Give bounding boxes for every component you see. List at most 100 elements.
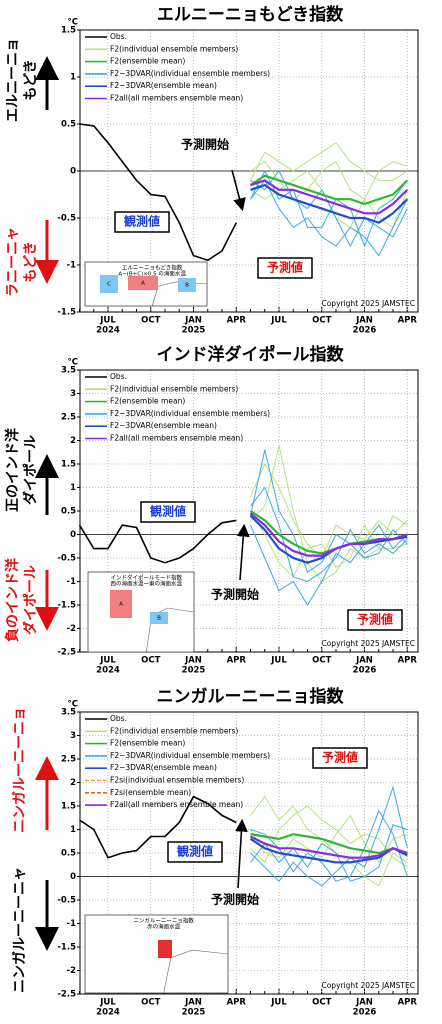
forecast-label: 予測値 [322,750,358,765]
legend-label: Obs. [110,372,127,381]
y-tick-label: 1 [70,73,76,83]
obs-line [79,795,237,859]
legend-label: F2(ensemble mean) [110,739,185,748]
obs-label: 観測値 [177,844,213,859]
mean-line [250,179,409,215]
x-tick-label: JUL [99,656,116,666]
obs-label: 観測値 [124,214,160,229]
y-tick-label: -1 [67,577,77,587]
y-tick-label: 3.5 [61,708,76,718]
member-line [250,169,408,248]
lower-side-label: ラニーニャ [5,227,21,297]
y-tick-label: 0.5 [61,120,76,130]
forecast-box [312,747,368,769]
y-tick-label: 0.5 [61,849,76,859]
y-tick-label: 3 [70,389,76,399]
x-tick-label: APR [227,998,247,1008]
plot-frame [79,711,419,995]
x-tick-label: JUL [270,998,287,1008]
x-tick-label: JAN [184,316,202,326]
x-tick-label: JUL [270,316,287,326]
mean-line [250,835,408,859]
legend-label: F2−3DVAR(ensemble mean) [110,421,217,430]
x-tick-label: APR [227,656,247,666]
legend-label: F2si(individual ensemble members) [110,776,244,785]
legend-label: Obs. [110,32,127,41]
y-tick-label: -2 [67,624,77,634]
obs-label: 観測値 [150,504,186,519]
inset-box [150,612,168,624]
plot-frame [79,369,419,653]
member-line [250,486,408,583]
lower-side-label: もどき [23,241,39,282]
y-tick-label: 3 [70,731,76,741]
legend-label: F2−3DVAR(ensemble mean) [110,763,217,772]
forecast-box [257,257,313,279]
y-tick-label: 3.5 [61,366,76,376]
year-label: 2026 [353,1008,377,1018]
inset-box [100,275,118,293]
y-tick-label: 0 [70,872,76,882]
inset-title: ニンガルーニーニョ指数 [133,917,194,925]
member-line [250,524,408,606]
y-tick-label: -1 [67,919,77,929]
inset-box-label: A [141,281,145,287]
legend-label: Obs. [110,714,127,723]
x-tick-label: JAN [355,316,373,326]
x-tick-label: JUL [270,656,287,666]
y-tick-label: 2.5 [61,755,76,765]
legend-label: F2−3DVAR(individual ensemble members) [110,409,270,418]
x-tick-label: OCT [312,656,331,666]
legend-label: F2−3DVAR(individual ensemble members) [110,69,270,78]
year-label: 2025 [182,326,206,336]
x-tick-label: APR [227,316,247,326]
legend-label: F2(individual ensemble members) [110,726,238,735]
x-tick-label: JAN [355,998,373,1008]
start-bg [171,137,239,153]
inset-box-label: B [157,616,161,622]
inset-subtitle: 赤の海面水温 [147,923,181,931]
x-tick-label: OCT [312,316,331,326]
start-label: 予測開始 [211,892,259,907]
legend-label: F2(ensemble mean) [110,57,185,66]
inset-box-label: A [119,602,123,608]
legend-label: F2(individual ensemble members) [110,44,238,53]
unit-label: °C [68,18,79,28]
upper-side-label: 正のインド洋 [4,428,21,512]
y-tick-label: -1.5 [57,943,76,953]
upper-side-label: ニンガルーニーニョ [12,707,28,833]
upper-side-label: もどき [23,59,39,100]
plot-frame [79,29,419,313]
legend-label: F2(ensemble mean) [110,397,185,406]
mean-line [249,174,409,206]
member-line [250,445,408,583]
member-line [250,824,408,882]
y-tick-label: 1 [70,825,76,835]
year-label: 2024 [96,1008,120,1018]
x-tick-label: OCT [141,998,160,1008]
year-label: 2024 [96,666,120,676]
y-tick-label: 2 [70,436,76,446]
y-tick-label: -2 [67,966,77,976]
y-tick-label: 0.5 [61,507,76,517]
chart-title: インド洋ダイポール指数 [157,344,345,365]
mean-line [250,183,409,224]
y-tick-label: 0 [70,530,76,540]
legend-label: F2−3DVAR(individual ensemble members) [110,751,270,760]
obs-box [114,211,170,233]
y-tick-label: 1 [70,483,76,493]
year-label: 2026 [353,666,377,676]
legend-label: F2si(ensemble mean) [110,788,191,797]
y-tick-label: -1.5 [57,601,76,611]
x-tick-label: JUL [99,998,116,1008]
unit-label: °C [68,700,79,710]
lower-side-label: ニンガルーニーニャ [12,867,28,993]
inset-land [163,949,229,994]
start-label: 予測開始 [181,137,229,152]
y-tick-label: -1 [67,261,77,271]
y-tick-label: 0 [70,167,76,177]
copyright: Copyright 2025 JAMSTEC [321,639,415,648]
x-tick-label: APR [398,998,418,1008]
legend-label: F2−3DVAR(ensemble mean) [110,81,217,90]
